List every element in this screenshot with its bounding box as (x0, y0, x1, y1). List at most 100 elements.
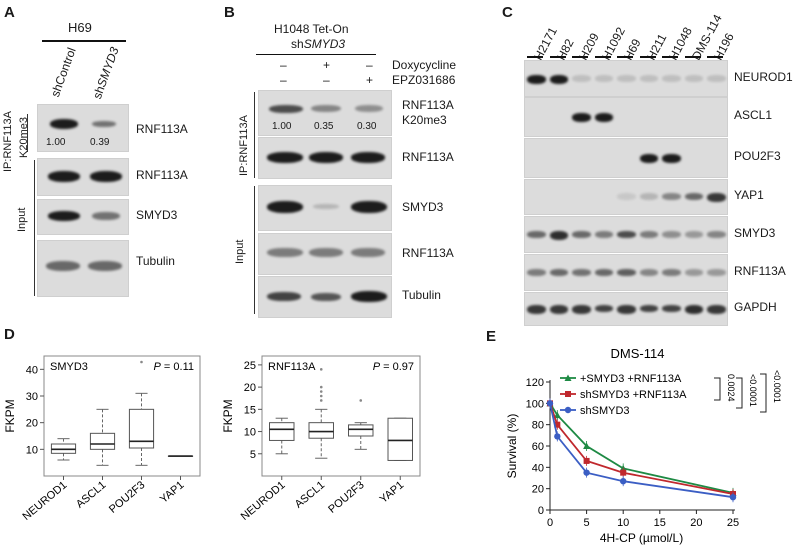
box (269, 422, 295, 441)
band (639, 305, 658, 312)
band (662, 74, 681, 82)
x-tick-label: 25 (727, 517, 739, 529)
panel-b-ip-bracket (254, 92, 255, 178)
panel-c-row-label-rnf113a: RNF113A (734, 263, 786, 278)
band (527, 230, 546, 238)
band (684, 74, 703, 82)
panel-a-row-1: RNF113A (136, 122, 188, 136)
band (269, 105, 303, 113)
panel-a-cell-line-bar (42, 40, 126, 42)
band (549, 74, 568, 84)
series-line (549, 403, 734, 495)
p-value-label: <0.0001 (772, 370, 782, 403)
panel-a-k20-label: K20me3 (18, 117, 30, 158)
blot-b-smyd3 (258, 185, 392, 231)
panel-b-label: B (224, 4, 235, 21)
x-tick-label: POU2F3 (326, 479, 366, 516)
outlier-point (319, 394, 323, 398)
band (90, 171, 122, 182)
panel-b-title-bar (256, 54, 376, 55)
band (527, 74, 546, 84)
x-tick-label: 0 (547, 517, 553, 529)
x-tick-label: NEUROD1 (21, 479, 70, 523)
panel-a-row-2: RNF113A (136, 168, 188, 182)
band (351, 291, 387, 302)
panel-c-row-label-yap1: YAP1 (734, 188, 764, 202)
panel-a-input-label: Input (16, 207, 28, 232)
x-tick-label: POU2F3 (107, 479, 147, 516)
y-tick-label: 10 (244, 427, 256, 439)
panel-b-row-4: SMYD3 (402, 200, 444, 214)
band (92, 212, 120, 220)
box (89, 432, 116, 450)
blot-b-rnf113a-ip (258, 137, 392, 179)
chart-title: DMS-114 (611, 346, 665, 361)
panel-b-ip-label: IP:RNF113A (238, 115, 250, 176)
plot-frame (261, 355, 421, 477)
panel-a-label: A (4, 4, 15, 21)
box (348, 424, 374, 437)
x-tick-label: 15 (654, 517, 666, 529)
band (684, 268, 703, 276)
band (351, 248, 385, 257)
band (594, 268, 613, 276)
band (594, 305, 613, 312)
blot-b-k20 (258, 90, 392, 136)
x-tick-label: ASCL1 (74, 479, 108, 511)
band (267, 152, 303, 163)
blot-c-neurod1 (524, 60, 728, 97)
legend-marker (564, 374, 572, 381)
band (549, 268, 568, 276)
band (313, 204, 339, 209)
blot-b-tubulin (258, 276, 392, 318)
legend-marker (565, 391, 571, 397)
panel-b-input-label: Input (234, 239, 246, 264)
blot-a-k20 (37, 104, 129, 152)
panel-b-row-5: RNF113A (402, 246, 454, 260)
x-tick-label: ASCL1 (293, 479, 327, 511)
panel-a-quant-2: 0.39 (90, 137, 110, 148)
blot-a-smyd3 (37, 199, 129, 235)
lane-underline (572, 56, 589, 58)
blot-c-pou2f3 (524, 138, 728, 178)
p-value-label: <0.0001 (748, 374, 758, 407)
box (128, 408, 155, 449)
y-axis-label: FKPM (221, 399, 235, 432)
band (617, 268, 636, 276)
b-sign: – (280, 73, 287, 87)
panel-e-label: E (486, 328, 497, 345)
band (662, 154, 681, 163)
panel-b-row-2: K20me3 (402, 113, 447, 127)
b-sign: – (323, 73, 330, 87)
band (351, 152, 385, 163)
blot-b-rnf113a-input (258, 233, 392, 275)
p-value: P = 0.97 (373, 361, 414, 373)
band (48, 171, 80, 182)
p-value: P = 0.11 (154, 361, 194, 373)
y-tick-label: 20 (244, 382, 256, 394)
outlier-point (319, 390, 323, 393)
lane-underline (707, 56, 724, 58)
lane-underline (617, 56, 634, 58)
x-tick-label: NEUROD1 (239, 479, 288, 523)
blot-c-smyd3 (524, 216, 728, 253)
lane-underline (662, 56, 679, 58)
band (267, 292, 301, 301)
panel-a-ip-label: IP:RNF113A (2, 111, 14, 172)
outlier-point (319, 368, 323, 371)
band (662, 230, 681, 238)
band (617, 193, 636, 200)
band (92, 121, 116, 127)
panel-b-quant-2: 0.35 (314, 121, 334, 132)
band (707, 268, 726, 276)
panel-b-row-1: RNF113A (402, 98, 454, 112)
box (387, 417, 413, 461)
legend-label: shSMYD3 +RNF113A (580, 389, 687, 401)
blot-c-gapdh (524, 292, 728, 326)
band (639, 74, 658, 82)
band (527, 305, 546, 314)
y-tick-label: 30 (26, 391, 38, 403)
band (617, 230, 636, 238)
band (309, 152, 343, 163)
panel-b-title-2: shSMYD3 (291, 37, 346, 51)
